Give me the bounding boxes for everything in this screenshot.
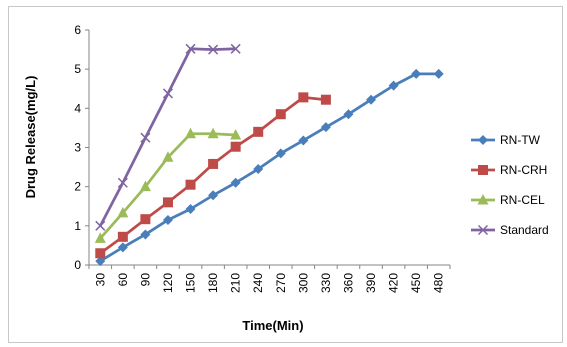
data-point-rn-crh [162, 197, 173, 208]
series-standard [95, 43, 241, 231]
y-tick-label: 3 [74, 141, 81, 155]
data-point-rn-tw [411, 68, 422, 79]
data-point-standard [230, 43, 241, 54]
data-point-rn-cel [94, 232, 106, 243]
series-rn-tw [95, 68, 444, 267]
legend-item-rn-crh: RN-CRH [471, 163, 547, 177]
data-point-standard [208, 44, 219, 55]
x-tick-label: 90 [138, 273, 152, 287]
data-point-rn-tw [275, 148, 286, 159]
data-point-rn-crh [320, 94, 331, 105]
x-tick-label: 180 [206, 273, 220, 293]
legend-label: RN-CEL [500, 193, 545, 207]
data-point-rn-cel [185, 127, 197, 139]
x-tick-label: 480 [432, 273, 446, 293]
data-point-rn-crh [298, 92, 309, 103]
x-tick-label: 390 [364, 273, 378, 293]
legend-swatch-marker [478, 165, 488, 175]
data-point-rn-tw [388, 80, 399, 91]
data-point-rn-crh [117, 231, 128, 242]
x-tick-label: 30 [93, 273, 107, 287]
data-point-rn-crh [95, 248, 106, 259]
x-tick-label: 300 [296, 273, 310, 293]
data-point-rn-crh [253, 126, 264, 137]
y-axis-title: Drug Release(mg/L) [23, 76, 38, 199]
x-tick-label: 150 [184, 273, 198, 293]
data-point-rn-tw [230, 177, 241, 188]
data-point-rn-tw [433, 68, 444, 79]
y-ticks: 0 1 2 3 4 5 6 [74, 23, 89, 272]
legend-label: RN-TW [500, 133, 541, 147]
data-point-rn-tw [162, 214, 173, 225]
x-tick-label: 450 [409, 273, 423, 293]
series-layer [94, 43, 444, 267]
data-point-rn-tw [253, 164, 264, 175]
data-point-rn-cel [139, 180, 151, 192]
x-tick-label: 420 [387, 273, 401, 293]
x-ticks: 30 60 90 120 150 180 210 240 270 300 330 360 390 420 4… [88, 265, 451, 293]
x-tick-label: 240 [251, 273, 265, 293]
legend-item-standard: Standard [471, 223, 549, 237]
data-point-rn-cel [162, 151, 174, 162]
x-tick-label: 120 [161, 273, 175, 293]
data-point-rn-cel [207, 127, 219, 139]
series-rn-crh [95, 92, 331, 259]
data-point-rn-tw [117, 242, 128, 253]
y-tick-label: 5 [74, 62, 81, 76]
data-point-rn-cel [117, 206, 129, 218]
data-point-rn-tw [95, 256, 106, 267]
x-tick-label: 210 [229, 273, 243, 293]
data-point-rn-tw [185, 203, 196, 214]
chart-frame: 0 1 2 3 4 5 6 30 60 90 120 150 180 210 240 270 300 330 36… [8, 6, 563, 343]
data-point-rn-crh [230, 141, 241, 152]
data-point-rn-crh [140, 214, 151, 225]
chart-svg: 0 1 2 3 4 5 6 30 60 90 120 150 180 210 240 270 300 330 36… [23, 23, 549, 333]
series-line-rn-crh [99, 95, 327, 255]
x-axis-title: Time(Min) [242, 318, 303, 333]
data-point-standard [95, 220, 106, 231]
legend-item-rn-cel: RN-CEL [471, 193, 545, 207]
axes [88, 30, 450, 266]
y-tick-label: 6 [74, 23, 81, 37]
x-tick-label: 270 [274, 273, 288, 293]
data-point-rn-crh [208, 158, 219, 169]
data-point-rn-tw [320, 122, 331, 133]
legend-label: RN-CRH [500, 163, 547, 177]
x-tick-label: 60 [116, 273, 130, 287]
data-point-rn-cel [230, 128, 242, 140]
data-point-rn-tw [208, 190, 219, 201]
x-tick-label: 330 [319, 273, 333, 293]
y-tick-label: 0 [74, 258, 81, 272]
data-point-standard [117, 177, 128, 188]
series-rn-cel [94, 127, 242, 243]
legend-swatch-marker [478, 135, 488, 145]
data-point-standard [185, 43, 196, 54]
legend-swatch-marker [477, 194, 489, 205]
data-point-rn-tw [366, 94, 377, 105]
data-point-rn-tw [343, 109, 354, 120]
data-point-rn-tw [140, 229, 151, 240]
series-line-rn-tw [99, 72, 439, 263]
data-point-standard [140, 132, 151, 143]
legend: RN-TW RN-CRH RN-CEL Standard [471, 133, 549, 237]
data-point-standard [162, 88, 173, 99]
x-tick-label: 360 [341, 273, 355, 293]
y-tick-label: 4 [74, 101, 81, 115]
y-tick-label: 1 [74, 219, 81, 233]
data-point-rn-crh [185, 179, 196, 190]
legend-label: Standard [500, 223, 549, 237]
data-point-rn-crh [275, 109, 286, 120]
legend-swatch-marker [477, 224, 489, 236]
y-tick-label: 2 [74, 180, 81, 194]
data-point-rn-tw [298, 135, 309, 146]
legend-item-rn-tw: RN-TW [471, 133, 541, 147]
